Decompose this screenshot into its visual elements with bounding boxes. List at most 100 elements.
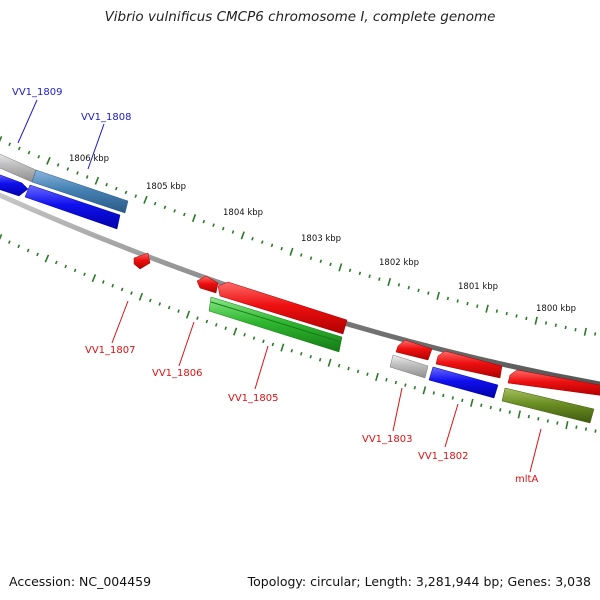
outer-scale-minor-tick [173, 209, 176, 213]
outer-scale-minor-tick [427, 291, 430, 295]
gene-VV1_1807[interactable] [133, 252, 151, 270]
inner-scale-minor-tick [83, 272, 86, 277]
inner-scale-minor-tick [73, 268, 77, 273]
outer-scale-major-tick [0, 135, 3, 143]
outer-scale-major-tick [436, 291, 440, 300]
inner-scale-minor-tick [337, 363, 341, 368]
outer-scale-minor-tick [8, 142, 12, 147]
outer-scale-minor-tick [134, 194, 138, 198]
inner-scale-minor-tick [177, 309, 180, 313]
gene-red-1803b[interactable] [435, 350, 503, 379]
inner-scale-minor-tick [394, 380, 398, 385]
inner-scale-minor-tick [318, 357, 322, 362]
outer-scale-minor-tick [56, 163, 60, 167]
gene-blue-left[interactable] [0, 173, 29, 197]
gene-red-1804[interactable] [395, 339, 433, 361]
outer-scale-minor-tick [183, 212, 186, 217]
outer-scale-major-tick [485, 304, 489, 313]
gene-label-VV1_1807[interactable]: VV1_1807 [85, 345, 136, 356]
gene-VV1_1805-stripe [210, 301, 342, 343]
outer-scale-minor-tick [544, 321, 548, 325]
outer-scale-major-tick [583, 327, 587, 336]
inner-scale-minor-tick [262, 339, 265, 344]
scale-ticks-inner [0, 233, 597, 433]
gene-label-VV1_1806[interactable]: VV1_1806 [152, 368, 203, 379]
inner-scale-minor-tick [196, 316, 199, 320]
inner-scale-minor-tick [17, 244, 21, 249]
inner-scale-minor-tick [480, 403, 483, 407]
outer-scale-major-tick [240, 231, 245, 240]
inner-scale-major-tick [44, 254, 50, 263]
inner-scale-major-tick [138, 292, 144, 301]
gene-VV1_1806[interactable] [196, 275, 219, 294]
gene-label-mltA[interactable]: mltA [515, 474, 538, 485]
outer-scale-minor-tick [76, 171, 79, 175]
outer-scale-minor-tick [348, 268, 352, 273]
inner-scale-major-tick [565, 421, 569, 430]
outer-scale-minor-tick [505, 311, 508, 316]
inner-scale-major-tick [91, 274, 97, 283]
inner-scale-minor-tick [214, 323, 218, 327]
gene-VV1_1802[interactable] [428, 366, 499, 399]
inner-scale-minor-tick [537, 417, 540, 421]
inner-scale-major-tick [517, 410, 521, 419]
gene-VV1_1805[interactable] [208, 296, 343, 353]
outer-scale-major-tick [534, 316, 538, 325]
inner-scale-minor-tick [224, 326, 227, 330]
scale-label-1806: 1806 kbp [69, 154, 109, 164]
outer-scale-minor-tick [251, 236, 254, 241]
outer-scale-minor-tick [446, 296, 450, 301]
outer-scale-minor-tick [300, 253, 303, 257]
outer-scale-minor-tick [417, 288, 420, 293]
inner-scale-minor-tick [111, 283, 115, 288]
inner-scale-major-tick [470, 398, 474, 407]
outer-scale-minor-tick [153, 201, 157, 206]
gene-label-VV1_1809[interactable]: VV1_1809 [12, 87, 63, 98]
inner-scale-minor-tick [54, 260, 58, 265]
gene-mltA[interactable] [501, 387, 595, 424]
outer-scale-minor-tick [231, 230, 235, 234]
inner-scale-minor-tick [584, 427, 588, 431]
inner-scale-minor-tick [451, 396, 454, 400]
map-title: Vibrio vulnificus CMCP6 chromosome I, co… [104, 9, 496, 25]
outer-scale-minor-tick [515, 314, 518, 318]
outer-scale-minor-tick [525, 316, 528, 321]
inner-scale-major-tick [280, 343, 285, 352]
scale-label-1805: 1805 kbp [146, 182, 186, 192]
inner-scale-major-tick [375, 372, 379, 382]
gene-blue-reverse[interactable] [24, 184, 121, 230]
outer-scale-minor-tick [17, 146, 21, 151]
inner-scale-minor-tick [271, 342, 275, 347]
outer-scale-minor-tick [124, 190, 128, 195]
outer-scale-major-tick [387, 277, 392, 287]
inner-scale-minor-tick [461, 398, 464, 403]
inner-scale-minor-tick [158, 302, 162, 306]
label-leaders [17, 99, 542, 473]
outer-scale-minor-tick [212, 223, 215, 227]
inner-scale-major-tick [0, 233, 3, 241]
chromosome-backbone [0, 192, 600, 387]
gene-label-VV1_1803[interactable]: VV1_1803 [362, 434, 413, 445]
outer-scale-minor-tick [260, 240, 264, 244]
gene-VV1_1803[interactable] [389, 354, 429, 379]
outer-scale-minor-tick [574, 327, 577, 332]
inner-scale-minor-tick [347, 366, 350, 371]
gene-label-VV1_1805[interactable]: VV1_1805 [228, 393, 279, 404]
scale-label-1800: 1800 kbp [536, 304, 576, 314]
inner-scale-minor-tick [489, 405, 492, 410]
inner-scale-minor-tick [546, 419, 549, 423]
outer-scale-minor-tick [495, 309, 499, 313]
inner-scale-minor-tick [356, 369, 360, 374]
gene-red-forward[interactable] [217, 281, 348, 335]
scale-label-1803: 1803 kbp [301, 234, 341, 244]
gene-VV1_1808[interactable] [31, 169, 129, 214]
inner-scale-major-tick [327, 358, 332, 367]
inner-scale-minor-tick [527, 414, 530, 419]
gene-label-VV1_1808[interactable]: VV1_1808 [81, 112, 132, 123]
gene-label-VV1_1802[interactable]: VV1_1802 [418, 451, 469, 462]
inner-scale-minor-tick [385, 377, 388, 382]
inner-scale-minor-tick [575, 425, 578, 429]
scale-label-1804: 1804 kbp [223, 208, 263, 218]
gene-red-1801[interactable] [507, 369, 600, 396]
inner-scale-minor-tick [252, 336, 256, 340]
